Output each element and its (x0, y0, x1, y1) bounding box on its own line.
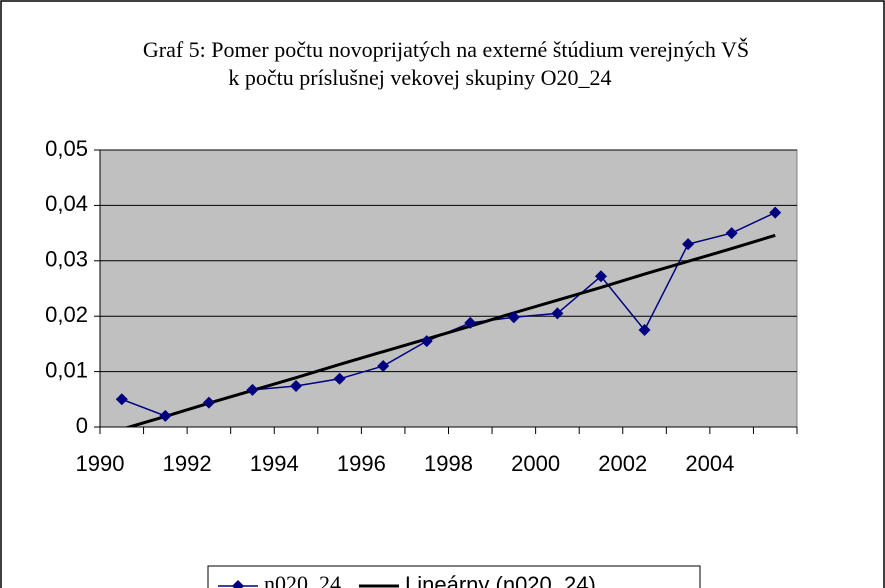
data-point (377, 360, 390, 373)
y-tick-label: 0,04 (45, 191, 88, 216)
y-tick-label: 0,01 (45, 357, 88, 382)
legend (207, 565, 701, 588)
data-point (551, 307, 564, 320)
y-tick-label: 0 (76, 413, 88, 438)
legend-label: n020_24 (264, 571, 341, 588)
data-point (290, 380, 303, 393)
data-point (333, 372, 346, 385)
data-point (464, 316, 477, 329)
x-tick-label: 1994 (250, 451, 299, 476)
data-point (246, 383, 259, 396)
data-point (594, 270, 607, 283)
y-tick-label: 0,02 (45, 302, 88, 327)
x-tick-label: 2004 (685, 451, 734, 476)
y-tick-label: 0,05 (45, 136, 88, 161)
x-tick-label: 1996 (337, 451, 386, 476)
chart-title: Graf 5: Pomer počtu novoprijatých na ext… (143, 37, 749, 62)
series-line (124, 233, 776, 427)
data-point (725, 227, 738, 240)
data-point (159, 409, 172, 422)
y-tick-label: 0,03 (45, 247, 88, 272)
x-tick-label: 1990 (76, 451, 125, 476)
chart-title: k počtu príslušnej vekovej skupiny O20_2… (228, 65, 611, 90)
legend-label: Lineárny (n020_24) (405, 572, 596, 588)
plot-area (99, 149, 798, 428)
data-point (115, 393, 128, 406)
data-point (769, 206, 782, 219)
x-tick-label: 1992 (163, 451, 212, 476)
legend-marker (232, 580, 244, 588)
x-tick-label: 1998 (424, 451, 473, 476)
plot-series (121, 211, 776, 427)
data-point (420, 335, 433, 348)
data-point (682, 238, 695, 251)
x-tick-label: 2002 (598, 451, 647, 476)
x-tick-label: 2000 (511, 451, 560, 476)
data-point (507, 311, 520, 324)
data-point (202, 396, 215, 409)
data-point (638, 324, 651, 337)
